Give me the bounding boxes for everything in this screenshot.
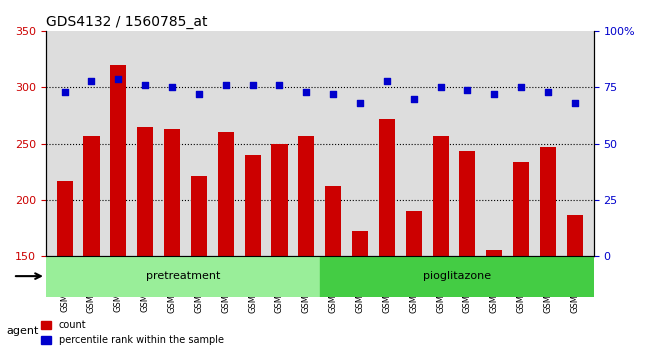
Bar (218, 132, 234, 256)
Point (167, 85, 177, 90)
Bar (325, 186, 341, 256)
Point (462, 87, 473, 92)
Bar (513, 161, 529, 256)
Point (59, 89, 70, 95)
Bar (352, 231, 368, 256)
Point (569, 101, 580, 106)
Bar (379, 119, 395, 256)
Point (248, 82, 258, 88)
Bar (244, 155, 261, 256)
Bar (567, 215, 583, 256)
Bar (57, 181, 73, 256)
Point (516, 85, 526, 90)
Bar (432, 136, 448, 256)
Point (355, 101, 365, 106)
Bar (540, 147, 556, 256)
Point (436, 85, 446, 90)
Bar (137, 127, 153, 256)
Point (382, 78, 392, 84)
Bar (486, 250, 502, 256)
Point (113, 76, 124, 81)
Point (301, 89, 311, 95)
Bar (320, 256, 593, 297)
Bar (406, 211, 422, 256)
Point (328, 91, 339, 97)
Bar (164, 129, 180, 256)
Text: agent: agent (6, 326, 39, 336)
Bar (111, 65, 126, 256)
Bar (83, 136, 99, 256)
Bar (272, 144, 287, 256)
Point (274, 82, 285, 88)
Point (220, 82, 231, 88)
Point (86, 78, 97, 84)
Point (409, 96, 419, 102)
Bar (191, 176, 207, 256)
Bar (298, 136, 315, 256)
Point (194, 91, 204, 97)
Point (140, 82, 150, 88)
Text: pioglitazone: pioglitazone (422, 271, 491, 281)
Point (489, 91, 499, 97)
Legend: count, percentile rank within the sample: count, percentile rank within the sample (37, 316, 228, 349)
Text: GDS4132 / 1560785_at: GDS4132 / 1560785_at (46, 15, 207, 29)
Bar (46, 256, 320, 297)
Bar (460, 152, 476, 256)
Point (543, 89, 553, 95)
Text: pretreatment: pretreatment (146, 271, 220, 281)
